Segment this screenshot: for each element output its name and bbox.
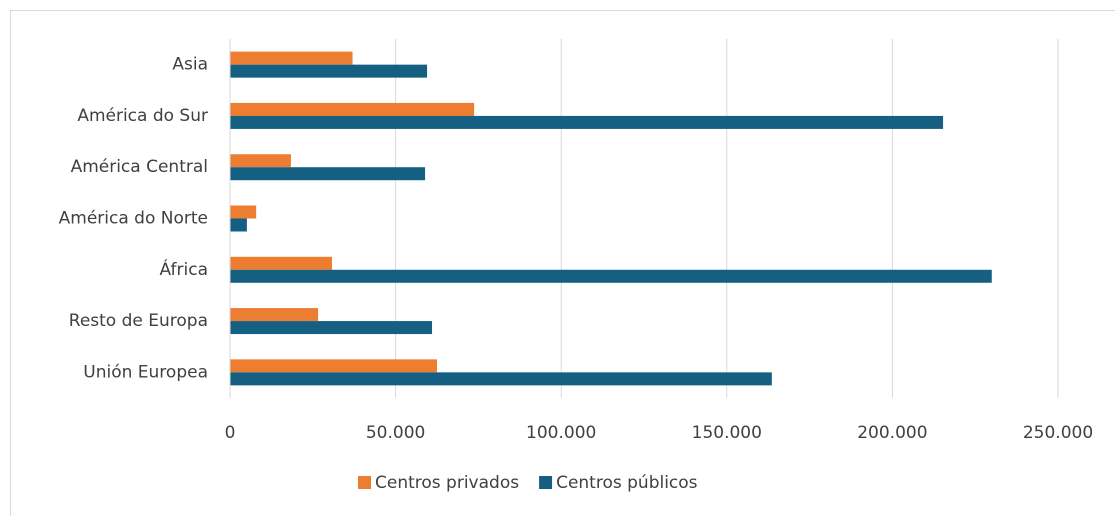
bar [230,154,291,167]
bar [230,257,332,270]
x-tick-label: 250.000 [1023,423,1093,443]
y-tick-label: América do Norte [59,209,208,229]
x-tick-label: 0 [225,423,236,443]
x-tick-label: 100.000 [526,423,596,443]
bar [230,116,943,129]
bar [230,219,247,232]
y-tick-label: Unión Europea [83,362,208,382]
x-tick-label: 150.000 [692,423,762,443]
y-tick-label: América Central [71,157,208,177]
x-tick-label: 50.000 [366,423,425,443]
y-tick-label: América do Sur [77,106,208,126]
legend-swatch [539,476,552,489]
legend-swatch [358,476,371,489]
bar [230,321,432,334]
bar [230,372,772,385]
x-tick-label: 200.000 [857,423,927,443]
bar [230,103,474,116]
y-tick-label: Asia [172,55,208,75]
bar [230,167,425,180]
y-tick-label: África [160,258,209,280]
bar [230,270,992,283]
y-tick-label: Resto de Europa [69,311,208,331]
bar [230,52,353,65]
bar [230,65,427,78]
bar [230,359,437,372]
legend-label: Centros privados [375,473,519,493]
bar [230,206,256,219]
bar [230,308,318,321]
legend-label: Centros públicos [556,473,698,493]
